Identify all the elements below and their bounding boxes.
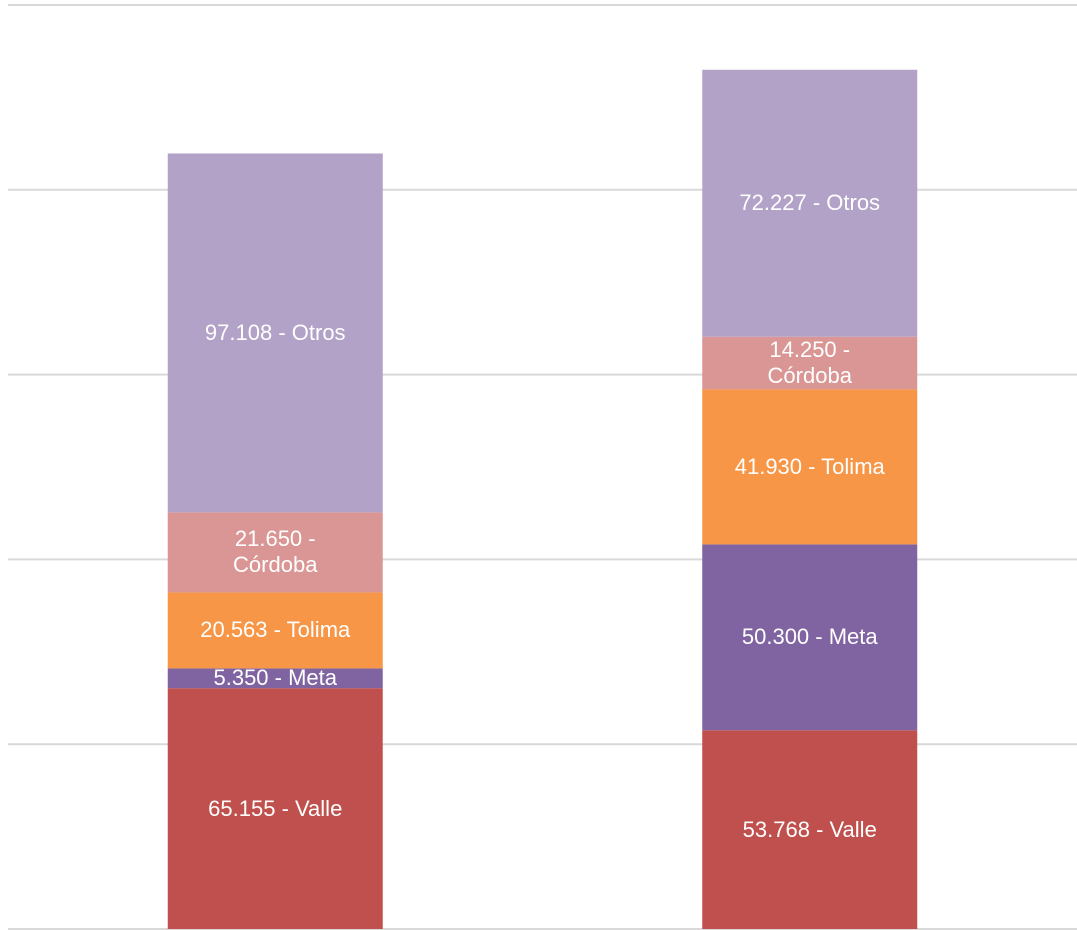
data-label: 21.650 - Córdoba xyxy=(233,526,318,578)
data-label: 65.155 - Valle xyxy=(208,795,343,821)
bar-segment xyxy=(167,688,383,929)
bar-segment xyxy=(702,69,918,337)
data-label: 53.768 - Valle xyxy=(742,816,877,842)
bar-segment xyxy=(702,389,918,545)
bar-segment xyxy=(702,336,918,390)
data-label: 72.227 - Otros xyxy=(739,190,881,216)
bar-segment xyxy=(167,153,383,513)
bar-segment xyxy=(702,544,918,731)
data-label: 41.930 - Tolima xyxy=(734,453,885,479)
bar-segment xyxy=(167,668,383,689)
data-label: 5.350 - Meta xyxy=(213,665,338,691)
data-label: 20.563 - Tolima xyxy=(200,617,351,643)
data-label: 50.300 - Meta xyxy=(741,624,878,650)
bar-segment xyxy=(702,730,918,929)
bar-segment xyxy=(167,592,383,669)
data-label: 14.250 - Córdoba xyxy=(767,337,852,389)
data-label: 97.108 - Otros xyxy=(204,319,346,345)
bar-segment xyxy=(167,512,383,593)
